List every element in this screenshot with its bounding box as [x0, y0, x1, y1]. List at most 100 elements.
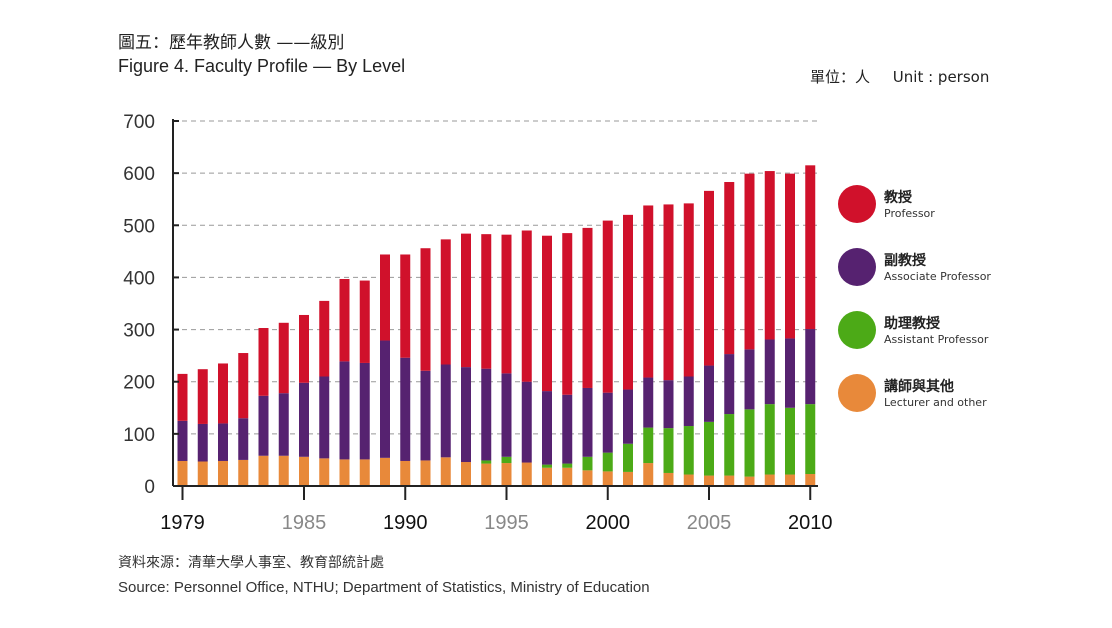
legend-label-en: Professor — [884, 207, 935, 220]
bar-segment — [380, 254, 390, 341]
bar-segment — [744, 173, 755, 350]
bar-segment — [339, 278, 350, 362]
source-note-zh: 資料來源：清華大學人事室、教育部統計處 — [118, 555, 384, 571]
bar-segment — [380, 457, 390, 486]
chart-title-en: Figure 4. Faculty Profile — By Level — [118, 56, 406, 76]
bar-segment — [440, 457, 451, 486]
legend-item-lecturer-other: 講師與其他 Lecturer and other — [838, 374, 1008, 437]
x-tick-label: 1979 — [160, 512, 205, 534]
x-tick-label: 2010 — [788, 512, 833, 534]
bar-segment — [177, 420, 188, 461]
bar-segment — [521, 462, 532, 486]
bar-segment — [724, 354, 735, 415]
y-tick-label: 700 — [123, 112, 155, 133]
bar-segment — [177, 460, 188, 486]
bar-segment — [643, 427, 654, 464]
legend-swatch-professor — [838, 185, 876, 223]
bar-segment — [785, 338, 795, 408]
bar-segment — [744, 476, 755, 486]
bar-segment — [501, 234, 512, 374]
unit-label: 單位：人 Unit : person — [810, 66, 989, 87]
bar-segment — [501, 373, 512, 457]
bar-segment — [764, 171, 775, 340]
bar-segment — [805, 404, 816, 475]
bar-segment — [724, 475, 735, 486]
bar-segment — [481, 463, 492, 486]
bar-segment — [643, 377, 654, 428]
bar-segment — [542, 467, 552, 486]
bar-segment — [481, 234, 492, 369]
bar-segment — [683, 376, 694, 427]
legend-item-assistant-professor: 助理教授 Assistant Professor — [838, 311, 1008, 374]
bar-segment — [339, 459, 350, 486]
bar-segment — [542, 464, 552, 468]
chart-title-zh: 圖五：歷年教師人數 ——級別 — [118, 33, 345, 53]
bar-segment — [197, 461, 208, 486]
bar-segment — [542, 391, 552, 465]
bar-segment — [481, 368, 492, 461]
bar-segment — [319, 458, 330, 486]
legend-item-associate-professor: 副教授 Associate Professor — [838, 248, 1008, 311]
y-tick-label: 600 — [123, 164, 155, 185]
bar-segment — [218, 460, 228, 486]
axes: 0 100 200 300 400 500 600 700 1979 1985 1990 1995 20… — [123, 112, 832, 534]
bar-segment — [400, 357, 411, 461]
x-tick-label: 1990 — [383, 512, 428, 534]
bar-segment — [764, 404, 775, 475]
bar-segment — [582, 387, 593, 457]
legend-label-zh: 助理教授 — [884, 316, 940, 332]
bar-segment — [521, 230, 532, 382]
bar-segment — [218, 423, 228, 461]
bar-segment — [683, 426, 694, 475]
bar-segment — [663, 204, 674, 381]
unit-label-en: Unit : person — [892, 68, 990, 86]
bar-segment — [177, 373, 188, 421]
bar-segment — [461, 233, 471, 368]
bar-segment — [299, 456, 309, 486]
bar-segment — [582, 456, 593, 471]
bar-segment — [704, 365, 714, 422]
legend-swatch-associate-professor — [838, 248, 876, 286]
y-tick-label: 400 — [123, 268, 155, 289]
bar-segment — [602, 471, 613, 486]
bars — [177, 165, 816, 486]
bar-segment — [359, 459, 370, 486]
bar-segment — [299, 382, 309, 457]
bar-segment — [805, 329, 816, 405]
legend-label-en: Lecturer and other — [884, 396, 987, 409]
bar-segment — [602, 392, 613, 453]
bar-segment — [623, 471, 633, 486]
legend: 教授 Professor 副教授 Associate Professor 助理教… — [838, 185, 1008, 437]
bar-segment — [420, 460, 431, 486]
bar-segment — [339, 361, 350, 460]
bar-segment — [501, 463, 512, 486]
bar-segment — [238, 353, 249, 419]
bar-segment — [683, 203, 694, 377]
source-note-en: Source: Personnel Office, NTHU; Departme… — [118, 579, 650, 596]
bar-segment — [299, 314, 309, 383]
bar-segment — [683, 474, 694, 486]
bar-segment — [278, 393, 289, 456]
bar-segment — [623, 389, 633, 444]
bar-segment — [238, 418, 249, 460]
bar-segment — [602, 452, 613, 472]
legend-label-zh: 教授 — [884, 190, 912, 206]
legend-label-zh: 副教授 — [884, 253, 926, 269]
bar-segment — [562, 467, 573, 486]
bar-segment — [420, 248, 431, 371]
bar-segment — [562, 233, 573, 395]
bar-segment — [663, 428, 674, 473]
bar-segment — [785, 407, 795, 475]
y-tick-label: 100 — [123, 425, 155, 446]
x-tick-label: 2000 — [586, 512, 631, 534]
bar-segment — [643, 463, 654, 486]
legend-swatch-lecturer-other — [838, 374, 876, 412]
legend-label-en: Assistant Professor — [884, 333, 989, 346]
bar-segment — [319, 300, 330, 377]
bar-segment — [724, 414, 735, 476]
bar-segment — [764, 474, 775, 486]
bar-segment — [380, 340, 390, 458]
legend-swatch-assistant-professor — [838, 311, 876, 349]
bar-segment — [744, 409, 755, 477]
